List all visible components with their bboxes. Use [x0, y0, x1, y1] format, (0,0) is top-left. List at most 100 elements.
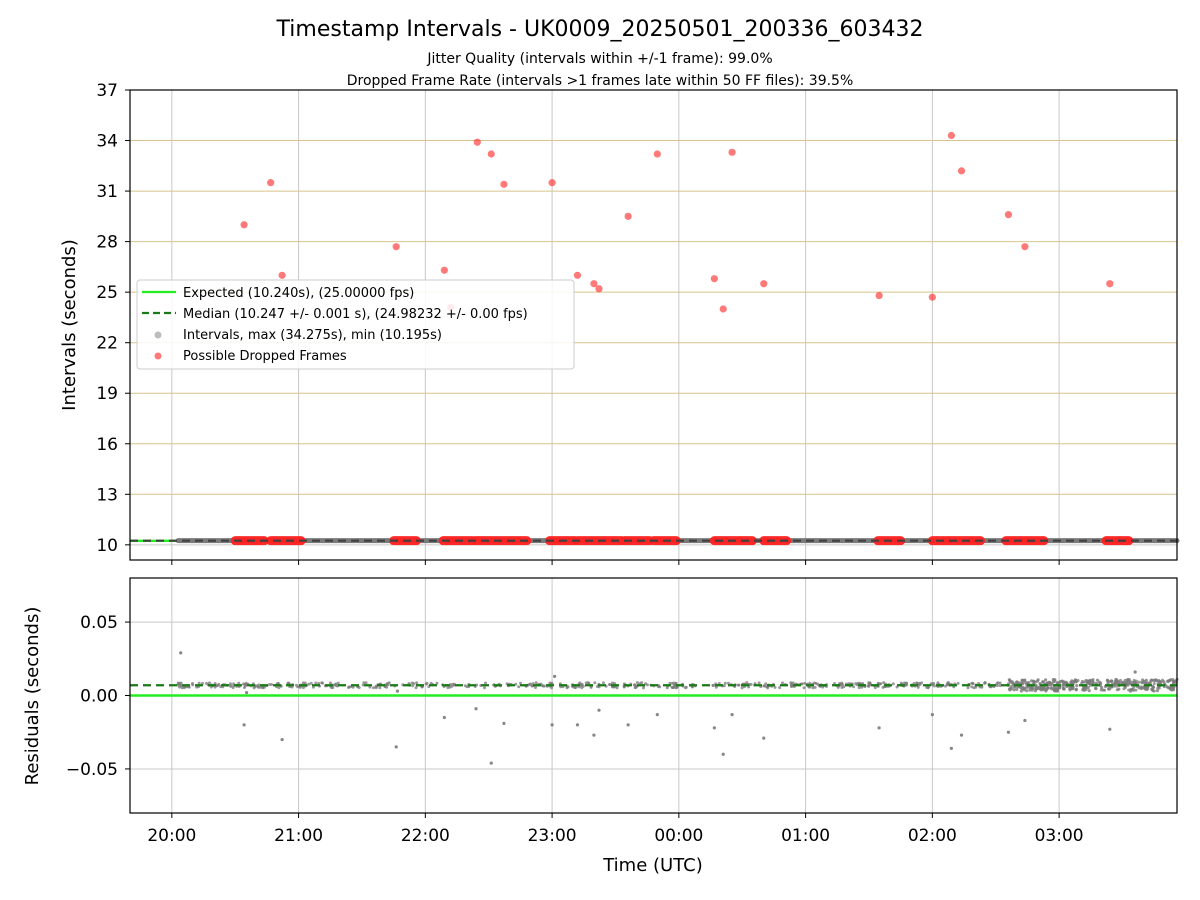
residual-outlier-point — [502, 721, 506, 726]
residual-point — [857, 686, 861, 690]
residual-point — [331, 686, 335, 690]
residual-point — [371, 686, 375, 690]
residual-outlier-point — [626, 723, 630, 727]
residual-point — [1018, 685, 1022, 690]
residual-point — [1152, 682, 1156, 686]
residual-point — [589, 685, 593, 689]
residual-point — [814, 681, 818, 685]
residual-point — [683, 686, 687, 690]
intervals-y-tick-label: 10 — [96, 536, 118, 556]
residual-point — [347, 685, 351, 689]
residual-point — [517, 685, 521, 689]
residual-point — [1015, 687, 1019, 692]
residual-point — [446, 686, 450, 690]
residual-point — [1095, 678, 1100, 682]
residual-outlier-point — [762, 736, 766, 740]
intervals-x-ticks — [171, 560, 1060, 565]
residual-point — [1055, 689, 1059, 693]
intervals-y-axis-label: Intervals (seconds) — [59, 239, 80, 411]
x-tick-label: 00:00 — [654, 826, 703, 846]
residuals-y-tick-label: −0.05 — [66, 760, 118, 780]
residual-point — [714, 685, 718, 689]
residual-point — [1012, 688, 1016, 692]
residual-point — [1121, 680, 1125, 684]
residual-point — [336, 681, 340, 685]
legend-dropped-marker — [154, 352, 162, 360]
residual-point — [1139, 686, 1143, 691]
residual-point — [258, 685, 262, 689]
residual-point — [998, 681, 1002, 685]
residual-point — [808, 681, 812, 685]
residual-point — [580, 683, 584, 687]
residual-point — [195, 685, 199, 689]
residual-point — [635, 681, 639, 685]
residual-point — [932, 684, 936, 688]
intervals-panel: 10 13 16 19 22 25 28 31 34 37 Intervals (seconds)… — [59, 81, 1180, 565]
residual-point — [1025, 689, 1029, 693]
residual-outlier-point — [442, 715, 446, 720]
residual-point — [882, 681, 886, 685]
residual-point — [840, 686, 844, 690]
residual-point — [1127, 677, 1131, 682]
residual-outlier-point — [930, 712, 934, 717]
residual-point — [970, 685, 974, 689]
residual-point — [1021, 685, 1025, 689]
residual-point — [1133, 681, 1138, 685]
residual-point — [1149, 678, 1153, 683]
residual-point — [1086, 685, 1090, 690]
residual-point — [1082, 685, 1086, 689]
residual-outlier-point — [721, 752, 725, 756]
intervals-y-tick-label: 25 — [96, 283, 118, 303]
residual-point — [1053, 685, 1057, 689]
residual-point — [665, 686, 669, 690]
residual-point — [1106, 681, 1110, 685]
residual-outlier-point — [245, 690, 249, 695]
dropped-frame-point — [957, 167, 966, 175]
residual-point — [675, 686, 679, 690]
residual-outlier-point — [550, 723, 554, 727]
residual-outlier-point — [553, 674, 557, 679]
dropped-frame-point — [875, 291, 883, 300]
residual-point — [270, 683, 274, 687]
legend: Expected (10.240s), (25.00000 fps) Media… — [136, 279, 575, 370]
dropped-frame-point — [500, 180, 508, 188]
residual-point — [385, 682, 389, 686]
residual-point — [277, 686, 281, 690]
residual-point — [766, 686, 770, 690]
residual-point — [1137, 680, 1141, 684]
residual-point — [1051, 680, 1056, 684]
residual-point — [737, 683, 741, 687]
dropped-frame-point — [590, 280, 598, 288]
legend-median-label: Median (10.247 +/- 0.001 s), (24.98232 +… — [183, 307, 528, 322]
residual-point — [762, 684, 766, 688]
intervals-y-tick-label: 31 — [96, 182, 118, 202]
residual-point — [879, 682, 883, 686]
legend-box — [136, 279, 575, 370]
residual-point — [1007, 687, 1012, 691]
residual-point — [918, 682, 922, 686]
residual-point — [854, 682, 858, 686]
residual-point — [836, 685, 840, 689]
residual-outlier-point — [575, 723, 580, 727]
residual-point — [1082, 688, 1086, 692]
dropped-frame-point — [947, 131, 955, 140]
residual-outlier-point — [655, 712, 659, 717]
residual-point — [1165, 685, 1169, 689]
residual-point — [722, 684, 726, 688]
residual-point — [1017, 681, 1021, 685]
residual-point — [1094, 687, 1098, 691]
residual-point — [414, 686, 418, 690]
residual-point — [1109, 679, 1114, 683]
residual-point — [791, 681, 795, 685]
dropped-frame-point — [728, 148, 736, 156]
residual-point — [995, 684, 999, 688]
chart-title: Timestamp Intervals - UK0009_20250501_20… — [276, 17, 924, 42]
residual-point — [983, 681, 987, 685]
intervals-y-tick-label: 22 — [96, 334, 118, 354]
residual-outlier-point — [394, 745, 398, 749]
dropped-frame-point — [278, 271, 286, 279]
residual-point — [1025, 685, 1029, 689]
residual-point — [1099, 688, 1103, 692]
residual-point — [972, 686, 976, 690]
residual-point — [778, 686, 782, 690]
